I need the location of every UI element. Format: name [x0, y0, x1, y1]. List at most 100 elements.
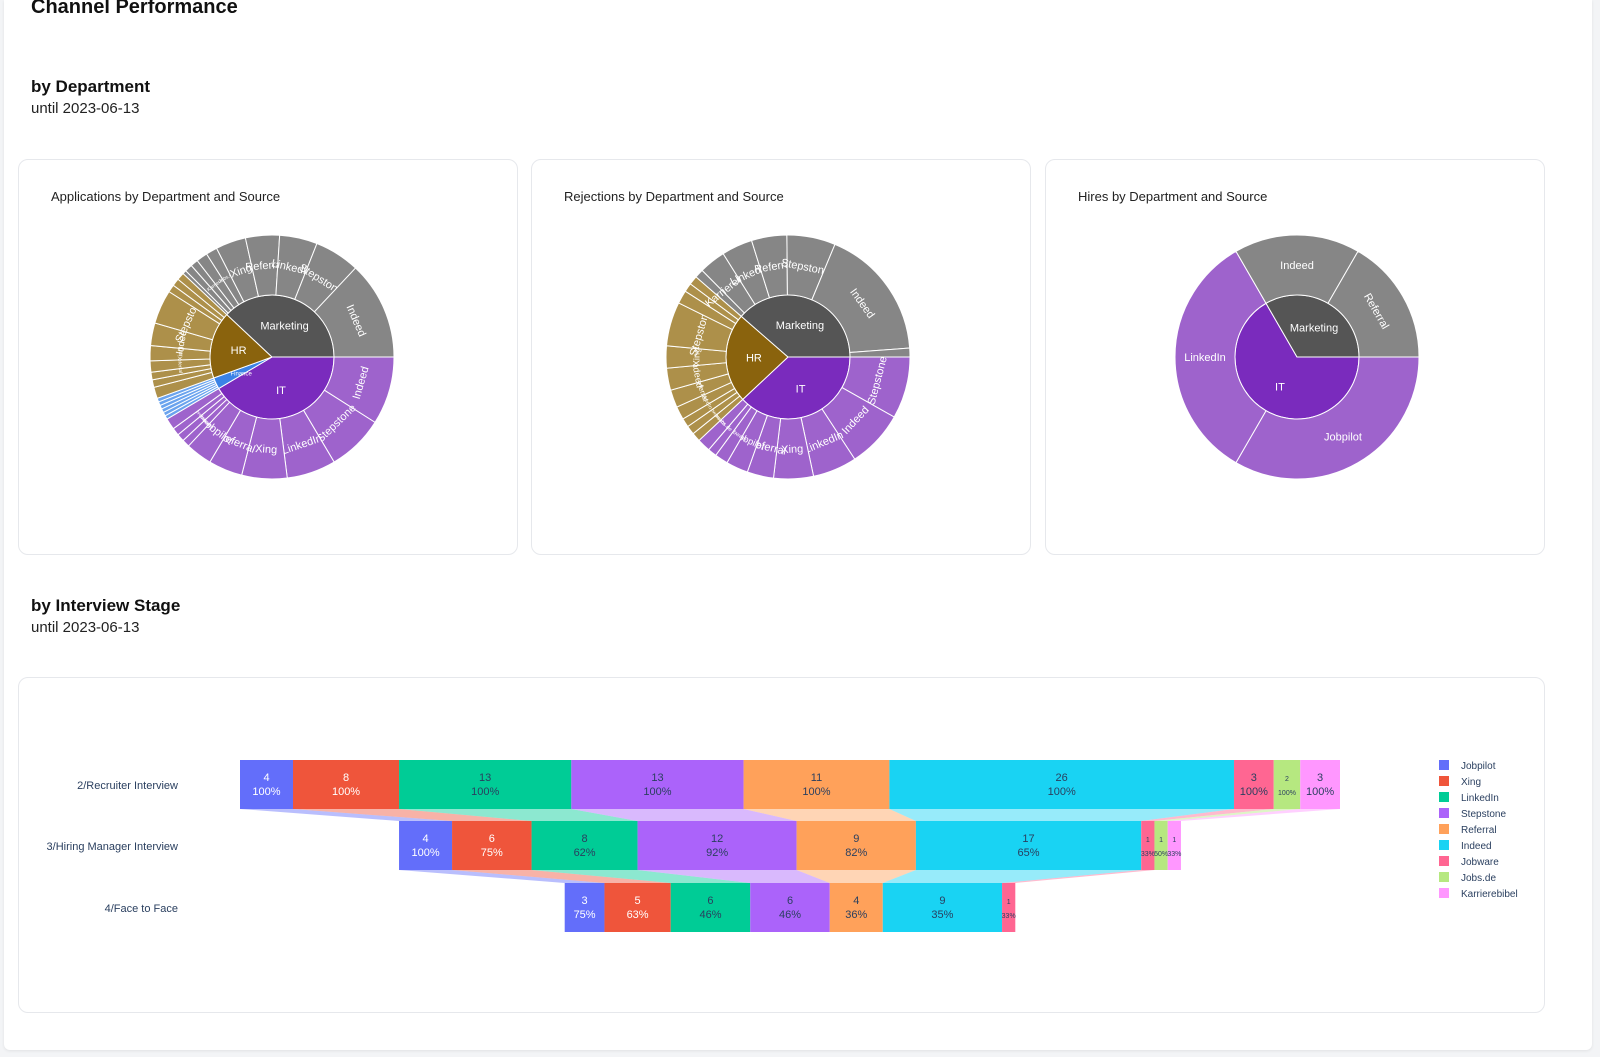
funnel-percent-label: 100% [1048, 786, 1076, 798]
legend-label[interactable]: LinkedIn [1461, 793, 1499, 804]
legend-label[interactable]: Referral [1461, 825, 1497, 836]
interview-stage-funnel: 2/Recruiter Interview4100%8100%13100%131… [47, 760, 1518, 932]
funnel-connector [637, 870, 830, 883]
sunburst-source-indeed[interactable] [313, 267, 395, 358]
funnel-bar-jobpilot[interactable] [399, 821, 453, 870]
funnel-value-label: 6 [707, 895, 713, 907]
funnel-value-label: 13 [651, 772, 663, 784]
funnel-connector [1141, 809, 1274, 821]
funnel-value-label: 4 [422, 833, 428, 845]
sunburst-dept-label: Finance [230, 372, 252, 378]
legend-swatch-jobpilot[interactable] [1439, 760, 1449, 770]
legend-label[interactable]: Jobware [1461, 857, 1499, 868]
legend-swatch-linkedin[interactable] [1439, 792, 1449, 802]
hires-sunburst: ITJobpilotLinkedInMarketingIndeedReferra… [1174, 234, 1420, 480]
funnel-bar-referral[interactable] [743, 760, 890, 809]
funnel-bar-jobpilot[interactable] [564, 883, 605, 932]
legend-swatch-stepstone[interactable] [1439, 808, 1449, 818]
funnel-percent-label: 33% [1002, 913, 1016, 920]
funnel-bar-jobware[interactable] [1141, 821, 1155, 870]
funnel-bar-linkedin[interactable] [670, 883, 751, 932]
legend-label[interactable]: Jobs.de [1461, 873, 1496, 884]
sunburst-source-other[interactable] [849, 347, 911, 358]
sunburst-dept-label: Marketing [260, 320, 308, 332]
legend-label[interactable]: Indeed [1461, 841, 1492, 852]
funnel-bar-referral[interactable] [796, 821, 916, 870]
funnel-percent-label: 50% [1154, 851, 1168, 858]
funnel-bar-referral[interactable] [829, 883, 883, 932]
funnel-bar-stepstone[interactable] [637, 821, 797, 870]
legend-label[interactable]: Xing [1461, 777, 1481, 788]
funnel-percent-label: 92% [706, 847, 728, 859]
sunburst-source-linkedin[interactable] [1174, 250, 1267, 464]
funnel-bar-linkedin[interactable] [531, 821, 638, 870]
funnel-stage-label: 3/Hiring Manager Interview [47, 841, 179, 853]
page-title: Channel Performance [31, 0, 238, 18]
funnel-percent-label: 100% [1240, 786, 1268, 798]
funnel-connector [571, 809, 797, 821]
funnel-bar-xing[interactable] [604, 883, 671, 932]
legend-swatch-xing[interactable] [1439, 776, 1449, 786]
funnel-bar-karrierebibel[interactable] [1167, 821, 1181, 870]
funnel-percent-label: 75% [574, 909, 596, 921]
legend-swatch-referral[interactable] [1439, 824, 1449, 834]
funnel-percent-label: 75% [481, 847, 503, 859]
funnel-value-label: 9 [939, 895, 945, 907]
funnel-percent-label: 100% [643, 786, 671, 798]
funnel-stage-label: 2/Recruiter Interview [77, 780, 178, 792]
sunburst-dept-label: IT [1275, 382, 1285, 394]
funnel-bar-stepstone[interactable] [750, 883, 830, 932]
funnel-chart-card: 2/Recruiter Interview 4 100% 8 100% 13 100% 13 1… [18, 677, 1545, 1013]
sunburst-dept-label: IT [796, 384, 806, 396]
sunburst-source-label: Referral [176, 355, 183, 373]
funnel-bar-linkedin[interactable] [399, 760, 572, 809]
sunburst-dept-label: Marketing [776, 320, 824, 332]
sunburst-source-label: Referral [754, 258, 795, 276]
funnel-percent-label: 100% [252, 786, 280, 798]
sunburst-source-label: Xing [691, 348, 701, 367]
funnel-bar-karrierebibel[interactable] [1300, 760, 1340, 809]
hires-chart-card: Hires by Department and Source IT Jobpilo… [1045, 159, 1545, 555]
funnel-bar-indeed[interactable] [882, 883, 1003, 932]
funnel-connector [531, 870, 751, 883]
sunburst-source-jobpilot[interactable] [1235, 356, 1420, 480]
funnel-value-label: 4 [263, 772, 269, 784]
legend-label[interactable]: Karrierebibel [1461, 889, 1518, 900]
sunburst-dept-label: HR [746, 353, 762, 365]
legend-swatch-jobs-de[interactable] [1439, 872, 1449, 882]
funnel-bar-jobs-de[interactable] [1154, 821, 1168, 870]
stage-section-subtitle: until 2023-06-13 [31, 619, 140, 636]
chart-title: Rejections by Department and Source [564, 189, 784, 204]
funnel-bar-stepstone[interactable] [571, 760, 744, 809]
funnel-value-label: 8 [343, 772, 349, 784]
legend-swatch-indeed[interactable] [1439, 840, 1449, 850]
rejections-chart-card: Rejections by Department and Source IT St… [531, 159, 1031, 555]
funnel-percent-label: 100% [411, 847, 439, 859]
funnel-bar-jobpilot[interactable] [240, 760, 294, 809]
funnel-value-label: 2 [1285, 776, 1289, 783]
funnel-value-label: 4 [853, 895, 859, 907]
funnel-bar-xing[interactable] [452, 821, 532, 870]
funnel-bar-jobware[interactable] [1233, 760, 1274, 809]
funnel-percent-label: 100% [1306, 786, 1334, 798]
legend-label[interactable]: Stepstone [1461, 809, 1506, 820]
funnel-percent-label: 100% [471, 786, 499, 798]
legend-swatch-jobware[interactable] [1439, 856, 1449, 866]
funnel-bar-indeed[interactable] [915, 821, 1142, 870]
funnel-bar-jobs-de[interactable] [1273, 760, 1301, 809]
funnel-bar-jobware[interactable] [1002, 883, 1016, 932]
sunburst-source-label: Indeed [1280, 260, 1314, 272]
funnel-connector [889, 809, 1234, 821]
funnel-bar-xing[interactable] [293, 760, 400, 809]
funnel-value-label: 8 [582, 833, 588, 845]
sunburst-source-referral[interactable] [1327, 250, 1420, 358]
funnel-value-label: 5 [635, 895, 641, 907]
funnel-connector [399, 809, 638, 821]
funnel-value-label: 11 [811, 772, 822, 784]
rejections-sunburst: IT StepstoneIndeedLinkedInXingReferralJob… [665, 234, 911, 480]
funnel-stage-label: 4/Face to Face [105, 903, 178, 915]
funnel-bar-indeed[interactable] [889, 760, 1234, 809]
legend-label[interactable]: Jobpilot [1461, 761, 1496, 772]
legend-swatch-karrierebibel[interactable] [1439, 888, 1449, 898]
applications-chart-card: Applications by Department and Source IT… [18, 159, 518, 555]
